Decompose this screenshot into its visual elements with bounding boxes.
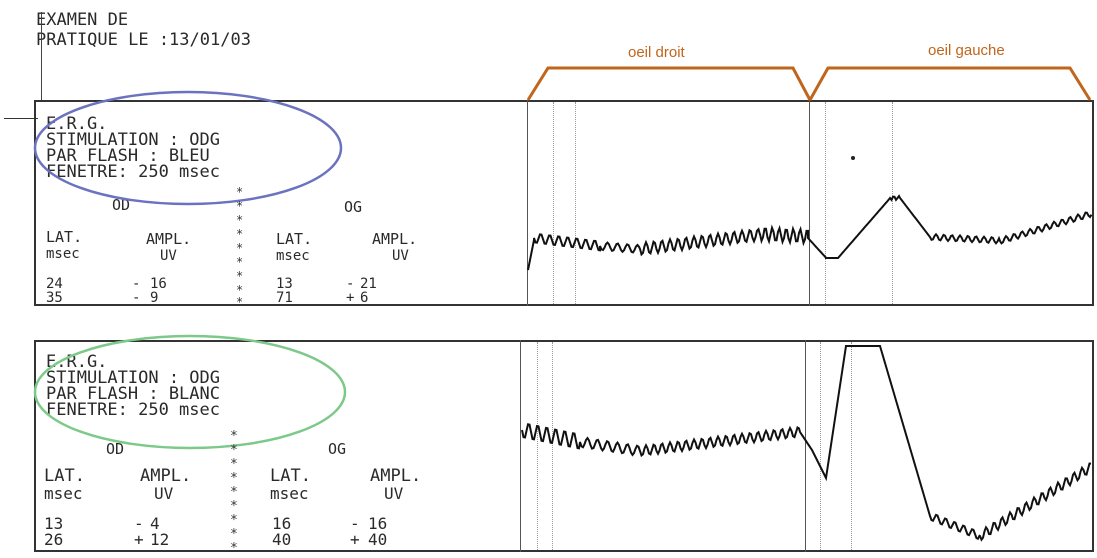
grid-line xyxy=(851,342,852,550)
eye-divider-top xyxy=(809,100,810,306)
od-lat-value: 35 xyxy=(46,290,63,306)
grid-line xyxy=(575,102,576,304)
svg-text:*: * xyxy=(230,485,238,500)
svg-text:*: * xyxy=(236,185,243,199)
svg-text:*: * xyxy=(230,541,238,556)
exam-date-line: PRATIQUE LE :13/01/03 xyxy=(36,30,251,50)
og-lat-value: 71 xyxy=(276,290,293,306)
stimulation-label: STIMULATION : ODG xyxy=(46,130,220,150)
eye-divider-bottom xyxy=(805,340,806,552)
right-eye-bracket xyxy=(526,66,812,101)
od-ampl-value: 4 xyxy=(150,514,160,533)
od-lat-value: 13 xyxy=(44,514,64,533)
od-ampl-value: 16 xyxy=(150,276,167,292)
od-msec-header: msec xyxy=(46,246,80,262)
blue-flash-trace xyxy=(527,194,1093,271)
od-lat-header: LAT. xyxy=(44,466,85,486)
od-ampl-header: AMPL. xyxy=(146,230,192,248)
grid-line xyxy=(820,342,821,550)
og-ampl-header: AMPL. xyxy=(370,466,422,486)
svg-text:*: * xyxy=(230,527,238,542)
svg-text:*: * xyxy=(230,499,238,514)
od-lat-header: LAT. xyxy=(46,228,83,246)
og-ampl-value: 21 xyxy=(360,276,377,292)
window-label: FENETRE: 250 msec xyxy=(46,400,220,420)
og-msec-header: msec xyxy=(270,484,309,503)
grid-line xyxy=(825,102,826,304)
svg-text:*: * xyxy=(230,471,238,486)
og-ampl-value: 40 xyxy=(368,530,388,549)
og-ampl-header: AMPL. xyxy=(372,230,418,248)
od-msec-header: msec xyxy=(44,484,83,503)
svg-text:*: * xyxy=(236,283,243,297)
left-eye-label: oeil gauche xyxy=(928,42,1005,59)
grid-line xyxy=(537,342,538,550)
left-eye-bracket xyxy=(808,66,1092,101)
svg-text:*: * xyxy=(230,457,238,472)
od-ampl-value: 12 xyxy=(150,530,170,549)
panel-blue-flash xyxy=(34,100,1094,306)
od-sign: - xyxy=(132,290,141,306)
trace-dot xyxy=(851,156,855,160)
svg-text:*: * xyxy=(230,443,238,458)
grid-line xyxy=(553,102,554,304)
separator-bottom: *** *** *** xyxy=(230,429,238,556)
stimulation-label: STIMULATION : ODG xyxy=(46,368,220,388)
og-ampl-value: 16 xyxy=(368,514,388,533)
svg-text:*: * xyxy=(236,295,243,309)
erg-label: E.R.G. xyxy=(46,114,108,134)
og-uv-header: UV xyxy=(392,248,409,264)
grid-line xyxy=(552,342,553,550)
og-lat-header: LAT. xyxy=(270,466,311,486)
green-annotation-oval xyxy=(33,334,347,450)
right-eye-label: oeil droit xyxy=(628,44,685,61)
od-uv-header: UV xyxy=(154,484,174,503)
window-label: FENETRE: 250 msec xyxy=(46,162,220,182)
panel-white-flash xyxy=(34,340,1094,552)
grid-line xyxy=(892,102,893,304)
og-heading: OG xyxy=(328,440,347,458)
od-lat-value: 26 xyxy=(44,530,64,549)
left-margin-tick xyxy=(4,118,38,119)
trace-divider-bottom xyxy=(520,340,521,552)
svg-text:*: * xyxy=(236,213,243,227)
od-ampl-header: AMPL. xyxy=(140,466,192,486)
svg-text:*: * xyxy=(230,429,238,444)
od-uv-header: UV xyxy=(160,248,177,264)
erg-label: E.R.G. xyxy=(46,352,108,372)
od-sign: - xyxy=(134,514,144,533)
flash-color-label: PAR FLASH : BLEU xyxy=(46,146,210,166)
separator-top: *** *** *** xyxy=(236,185,243,309)
og-sign: - xyxy=(350,514,360,533)
flash-color-label: PAR FLASH : BLANC xyxy=(46,384,220,404)
og-lat-value: 13 xyxy=(276,276,293,292)
svg-text:*: * xyxy=(236,269,243,283)
trace-divider-top xyxy=(527,100,528,306)
white-flash-trace xyxy=(521,345,1092,542)
od-heading: OD xyxy=(106,440,125,458)
svg-text:*: * xyxy=(236,241,243,255)
og-sign: + xyxy=(350,530,360,549)
exam-title-line1: EXAMEN DE xyxy=(36,10,129,30)
od-sign: + xyxy=(134,530,144,549)
og-sign: + xyxy=(346,290,355,306)
og-uv-header: UV xyxy=(384,484,404,503)
od-ampl-value: 9 xyxy=(150,290,159,306)
svg-text:*: * xyxy=(236,199,243,213)
og-msec-header: msec xyxy=(276,248,310,264)
od-lat-value: 24 xyxy=(46,276,63,292)
og-lat-value: 16 xyxy=(272,514,292,533)
svg-text:*: * xyxy=(236,227,243,241)
svg-text:*: * xyxy=(230,513,238,528)
header-axis-line xyxy=(41,12,42,100)
blue-annotation-oval xyxy=(33,90,343,206)
od-sign: - xyxy=(132,276,141,292)
og-lat-value: 40 xyxy=(272,530,292,549)
og-ampl-value: 6 xyxy=(360,290,369,306)
og-sign: - xyxy=(346,276,355,292)
og-heading: OG xyxy=(344,198,363,216)
svg-text:*: * xyxy=(236,255,243,269)
og-lat-header: LAT. xyxy=(276,230,313,248)
